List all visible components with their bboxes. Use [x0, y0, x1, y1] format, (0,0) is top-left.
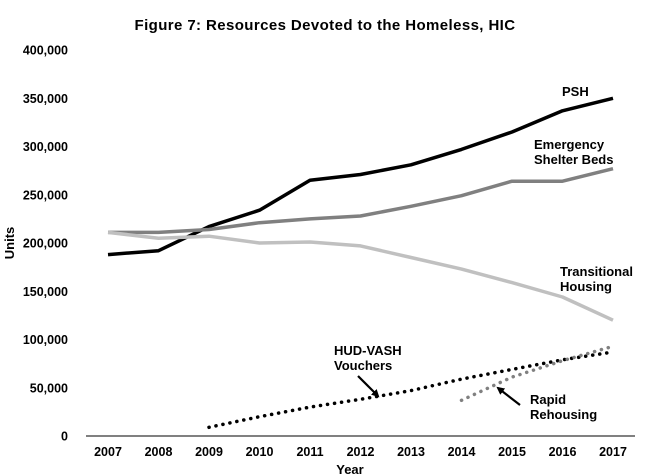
x-tick-label: 2013 — [397, 445, 425, 459]
x-tick-label: 2010 — [246, 445, 274, 459]
y-tick-label: 100,000 — [23, 333, 68, 347]
x-axis-ticks: 2007 2008 2009 2010 2011 2012 2013 2014 2015 2016… — [94, 445, 627, 459]
x-axis-label: Year — [336, 462, 363, 476]
annotation-th: Transitional Housing — [560, 264, 633, 294]
series-lines — [107, 96, 615, 430]
x-tick-label: 2008 — [145, 445, 173, 459]
annotation-psh: PSH — [562, 84, 589, 99]
x-tick-label: 2012 — [347, 445, 375, 459]
x-tick-label: 2011 — [296, 445, 323, 459]
series-line-2 — [108, 167, 614, 235]
y-tick-label: 350,000 — [23, 92, 68, 106]
x-tick-label: 2014 — [448, 445, 476, 459]
x-tick-label: 2016 — [549, 445, 577, 459]
x-tick-label: 2009 — [195, 445, 223, 459]
chart-title: Figure 7: Resources Devoted to the Homel… — [135, 17, 516, 34]
series-line-3 — [107, 230, 614, 322]
series-line-5 — [459, 344, 615, 403]
y-tick-label: 0 — [61, 430, 68, 444]
x-tick-label: 2015 — [498, 445, 526, 459]
annotations: PSH Emergency Shelter Beds Transitional Hous… — [334, 84, 633, 422]
x-tick-label: 2017 — [599, 445, 627, 459]
series-line-4 — [207, 350, 615, 430]
hud-vash-arrow — [357, 375, 380, 398]
y-tick-label: 400,000 — [23, 44, 68, 58]
series-line-1 — [107, 96, 614, 257]
rapid-rehousing-arrow — [496, 386, 521, 406]
y-tick-label: 150,000 — [23, 285, 68, 299]
annotation-hud: HUD-VASH Vouchers — [334, 343, 402, 373]
x-tick-label: 2007 — [94, 445, 122, 459]
y-tick-label: 200,000 — [23, 237, 68, 251]
y-tick-label: 300,000 — [23, 140, 68, 154]
annotation-esb: Emergency Shelter Beds — [534, 137, 613, 167]
y-tick-label: 50,000 — [30, 381, 68, 395]
y-tick-label: 250,000 — [23, 188, 68, 202]
y-axis-label: Units — [2, 227, 17, 260]
annotation-rrh: Rapid Rehousing — [530, 392, 597, 422]
y-axis-ticks: 0 50,000 100,000 150,000 200,000 250,000 300,0… — [23, 44, 68, 444]
